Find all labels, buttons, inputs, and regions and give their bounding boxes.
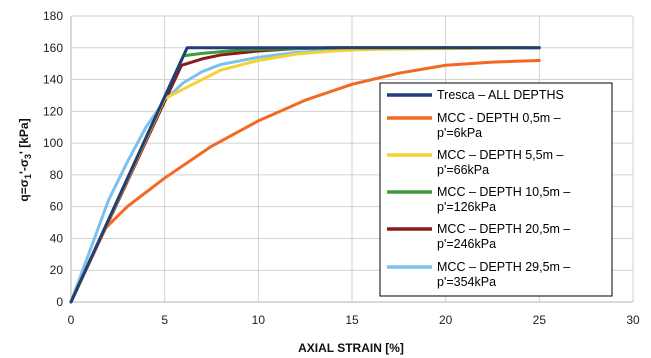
x-tick-label: 0 <box>68 313 75 327</box>
y-axis-title-part: ' [kPa] <box>17 118 31 154</box>
y-tick-label: 120 <box>43 104 63 118</box>
x-tick-label: 5 <box>161 313 168 327</box>
x-tick-label: 10 <box>252 313 266 327</box>
legend-label-line: MCC – DEPTH 5,5m – <box>437 148 563 162</box>
legend-label: MCC - DEPTH 0,5m – p'=6kPa <box>437 111 561 140</box>
y-tick-label: 40 <box>50 231 64 245</box>
axes <box>70 16 633 303</box>
series-lines <box>69 46 541 304</box>
y-axis-title-part: q=σ <box>17 179 31 202</box>
legend-label: MCC – DEPTH 29,5m – p'=354kPa <box>437 260 570 289</box>
y-tick-label: 60 <box>50 200 64 214</box>
y-axis-title: q=σ1'-σ3' [kPa] <box>17 118 33 201</box>
series-line <box>69 46 541 304</box>
y-tick-label: 0 <box>56 295 63 309</box>
legend-label-line: MCC – DEPTH 29,5m – <box>437 260 570 274</box>
legend-label-line: p'=126kPa <box>437 200 496 214</box>
y-axis-title-subscript: 3 <box>23 154 33 159</box>
legend-label: MCC – DEPTH 5,5m – p'=66kPa <box>437 148 563 177</box>
y-tick-label: 100 <box>43 136 63 150</box>
tick-labels: 0 20 40 60 80 100 120 140 160 180 0 5 10 15 20 25 30 <box>43 9 640 327</box>
legend-label-line: Tresca – ALL DEPTHS <box>437 88 564 102</box>
x-tick-label: 20 <box>439 313 453 327</box>
legend-label-line: MCC – DEPTH 10,5m – <box>437 185 570 199</box>
x-tick-label: 15 <box>345 313 359 327</box>
legend-label: MCC – DEPTH 10,5m – p'=126kPa <box>437 185 570 214</box>
legend-label-line: p'=66kPa <box>437 163 489 177</box>
legend-label-line: p'=246kPa <box>437 237 496 251</box>
x-tick-label: 25 <box>533 313 547 327</box>
y-tick-label: 80 <box>50 168 64 182</box>
y-tick-label: 180 <box>43 9 63 23</box>
y-tick-label: 140 <box>43 73 63 87</box>
legend-label-line: p'=6kPa <box>437 126 482 140</box>
legend-label: MCC – DEPTH 20,5m – p'=246kPa <box>437 222 570 251</box>
y-axis-title-subscript: 1 <box>23 174 33 179</box>
x-tick-label: 30 <box>626 313 640 327</box>
y-tick-label: 160 <box>43 41 63 55</box>
legend-label-line: MCC – DEPTH 20,5m – <box>437 222 570 236</box>
series-line <box>69 58 541 304</box>
y-tick-label: 20 <box>50 263 64 277</box>
y-axis-title-part: '-σ <box>17 159 31 174</box>
legend-label-line: p'=354kPa <box>437 275 496 289</box>
x-axis-title: AXIAL STRAIN [%] <box>298 341 404 355</box>
legend-label: Tresca – ALL DEPTHS <box>437 88 564 102</box>
legend-label-line: MCC - DEPTH 0,5m – <box>437 111 561 125</box>
